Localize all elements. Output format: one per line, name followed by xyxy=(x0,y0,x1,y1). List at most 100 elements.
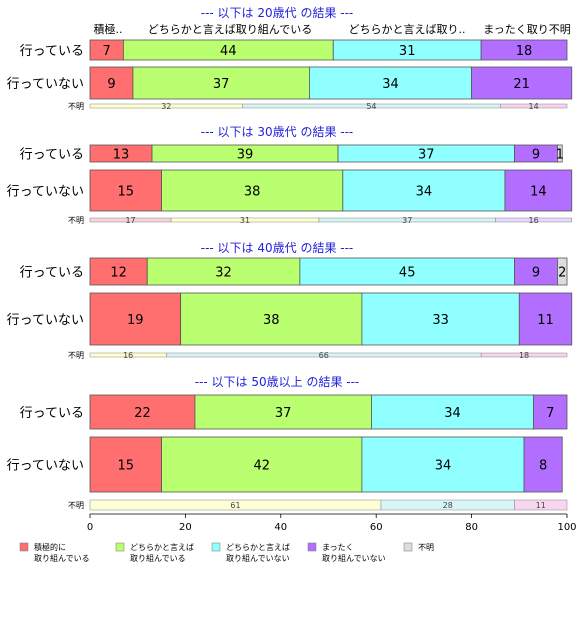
bar-segment xyxy=(89,257,148,286)
bar-segment xyxy=(309,66,473,100)
row-label: 行っていない xyxy=(7,459,84,474)
bar-segment xyxy=(514,257,558,286)
bar-segment xyxy=(533,394,568,430)
bar-value-label: 33 xyxy=(432,313,449,328)
bar-segment xyxy=(557,144,563,163)
bar-value-label: 2 xyxy=(558,266,566,281)
bar-segment xyxy=(89,66,134,100)
legend-swatch xyxy=(19,542,29,552)
bar-segment xyxy=(89,169,162,212)
panel-1: --- 以下は 20歳代 の結果 --- 積極.. どちらかと言えば取り組んでいる ど… xyxy=(7,6,573,111)
bar-value-label: 19 xyxy=(127,313,144,328)
bar-segment xyxy=(132,66,310,100)
bar-segment xyxy=(471,66,573,100)
bar-value-label: 34 xyxy=(444,406,461,421)
bar-value-label: 9 xyxy=(532,148,540,163)
bar-value-label: 34 xyxy=(416,185,433,200)
panel-title: --- 以下は 30歳代 の結果 --- xyxy=(201,125,354,139)
unknown-label: 不明 xyxy=(68,102,84,111)
row-label: 行っていない xyxy=(7,77,84,92)
legend-label-line2: 取り組んでいない xyxy=(322,553,386,563)
bar-segment xyxy=(523,436,563,493)
bar-value-label: 37 xyxy=(275,406,292,421)
unknown-label: 不明 xyxy=(68,216,84,225)
legend-swatch xyxy=(115,542,125,552)
bar-segment xyxy=(89,292,182,346)
panel-title: --- 以下は 20歳代 の結果 --- xyxy=(201,6,354,20)
unknown-value-label: 32 xyxy=(161,102,171,111)
bar-value-label: 37 xyxy=(418,148,435,163)
bar-value-label: 42 xyxy=(253,459,270,474)
row-label: 行っていない xyxy=(7,185,84,200)
legend: 積極的に取り組んでいるどちらかと言えば取り組んでいるどちらかと言えば取り組んでい… xyxy=(19,542,434,563)
legend-label-line1: どちらかと言えば xyxy=(226,542,290,552)
unknown-segment xyxy=(480,352,568,358)
legend-swatch xyxy=(307,542,317,552)
header-label: 積極.. xyxy=(94,22,123,36)
legend-label-line2: 取り組んでいる xyxy=(34,553,90,563)
bar-value-label: 38 xyxy=(244,185,261,200)
legend-label-line2: 取り組んでいる xyxy=(130,553,186,563)
panel-4: --- 以下は 50歳以上 の結果 --- 行っている 22 37 34 7 行っていない 1… xyxy=(7,375,568,511)
bar-value-label: 32 xyxy=(215,266,232,281)
unknown-value-label: 16 xyxy=(123,351,133,360)
header-label: どちらかと言えば取り組んでいる xyxy=(148,23,312,36)
bar-segment xyxy=(361,436,525,493)
row-label: 行っている xyxy=(20,406,84,421)
unknown-label: 不明 xyxy=(68,351,84,360)
x-axis: 0 20 40 60 80 100 xyxy=(87,513,577,533)
panel-title: --- 以下は 50歳以上 の結果 --- xyxy=(195,375,360,389)
legend-item: 不明 xyxy=(403,542,434,552)
bar-value-label: 45 xyxy=(399,266,416,281)
x-tick-label: 0 xyxy=(87,522,93,533)
bar-value-label: 14 xyxy=(530,185,547,200)
bar-value-label: 9 xyxy=(107,77,115,92)
row-label: 行っている xyxy=(20,266,84,281)
row-label: 行っている xyxy=(20,148,84,163)
row-label: 行っていない xyxy=(7,313,84,328)
legend-label-line2: 取り組んでいない xyxy=(226,553,290,563)
unknown-value-label: 18 xyxy=(519,351,529,360)
unknown-value-label: 28 xyxy=(443,501,453,510)
legend-swatch xyxy=(403,542,413,552)
bar-value-label: 7 xyxy=(546,406,554,421)
bar-value-label: 39 xyxy=(237,148,254,163)
bar-value-label: 1 xyxy=(556,148,564,163)
chart-panels: --- 以下は 20歳代 の結果 --- 積極.. どちらかと言えば取り組んでいる ど… xyxy=(7,6,573,511)
bar-segment xyxy=(371,394,535,430)
bar-segment xyxy=(180,292,363,346)
unknown-value-label: 54 xyxy=(366,102,376,111)
bar-value-label: 15 xyxy=(118,459,135,474)
row-label: 行っている xyxy=(20,44,84,59)
bar-value-label: 31 xyxy=(399,44,416,59)
bar-segment xyxy=(557,257,568,286)
legend-label-line1: まったく xyxy=(322,543,354,552)
unknown-value-label: 14 xyxy=(529,102,539,111)
x-tick-label: 20 xyxy=(179,522,192,533)
panel-2: --- 以下は 30歳代 の結果 --- 行っている 13 39 37 9 1 行っていない 1… xyxy=(7,125,573,225)
legend-label-line1: 不明 xyxy=(418,543,434,552)
bar-segment xyxy=(161,169,344,212)
unknown-value-label: 66 xyxy=(319,351,329,360)
unknown-value-label: 17 xyxy=(125,216,135,225)
unknown-label: 不明 xyxy=(68,501,84,510)
bar-value-label: 21 xyxy=(513,77,530,92)
bar-value-label: 34 xyxy=(435,459,452,474)
header-label: どちらかと言えば取り.. xyxy=(349,23,466,36)
unknown-value-label: 11 xyxy=(536,501,546,510)
bar-value-label: 22 xyxy=(134,406,151,421)
bar-segment xyxy=(504,169,573,212)
bar-value-label: 34 xyxy=(382,77,399,92)
bar-segment xyxy=(518,292,573,346)
x-tick-label: 40 xyxy=(274,522,287,533)
bar-value-label: 18 xyxy=(516,44,533,59)
legend-label-line1: 積極的に xyxy=(34,542,66,552)
bar-value-label: 11 xyxy=(537,313,554,328)
bar-segment xyxy=(89,394,196,430)
unknown-segment xyxy=(495,217,573,223)
x-tick-label: 60 xyxy=(370,522,383,533)
